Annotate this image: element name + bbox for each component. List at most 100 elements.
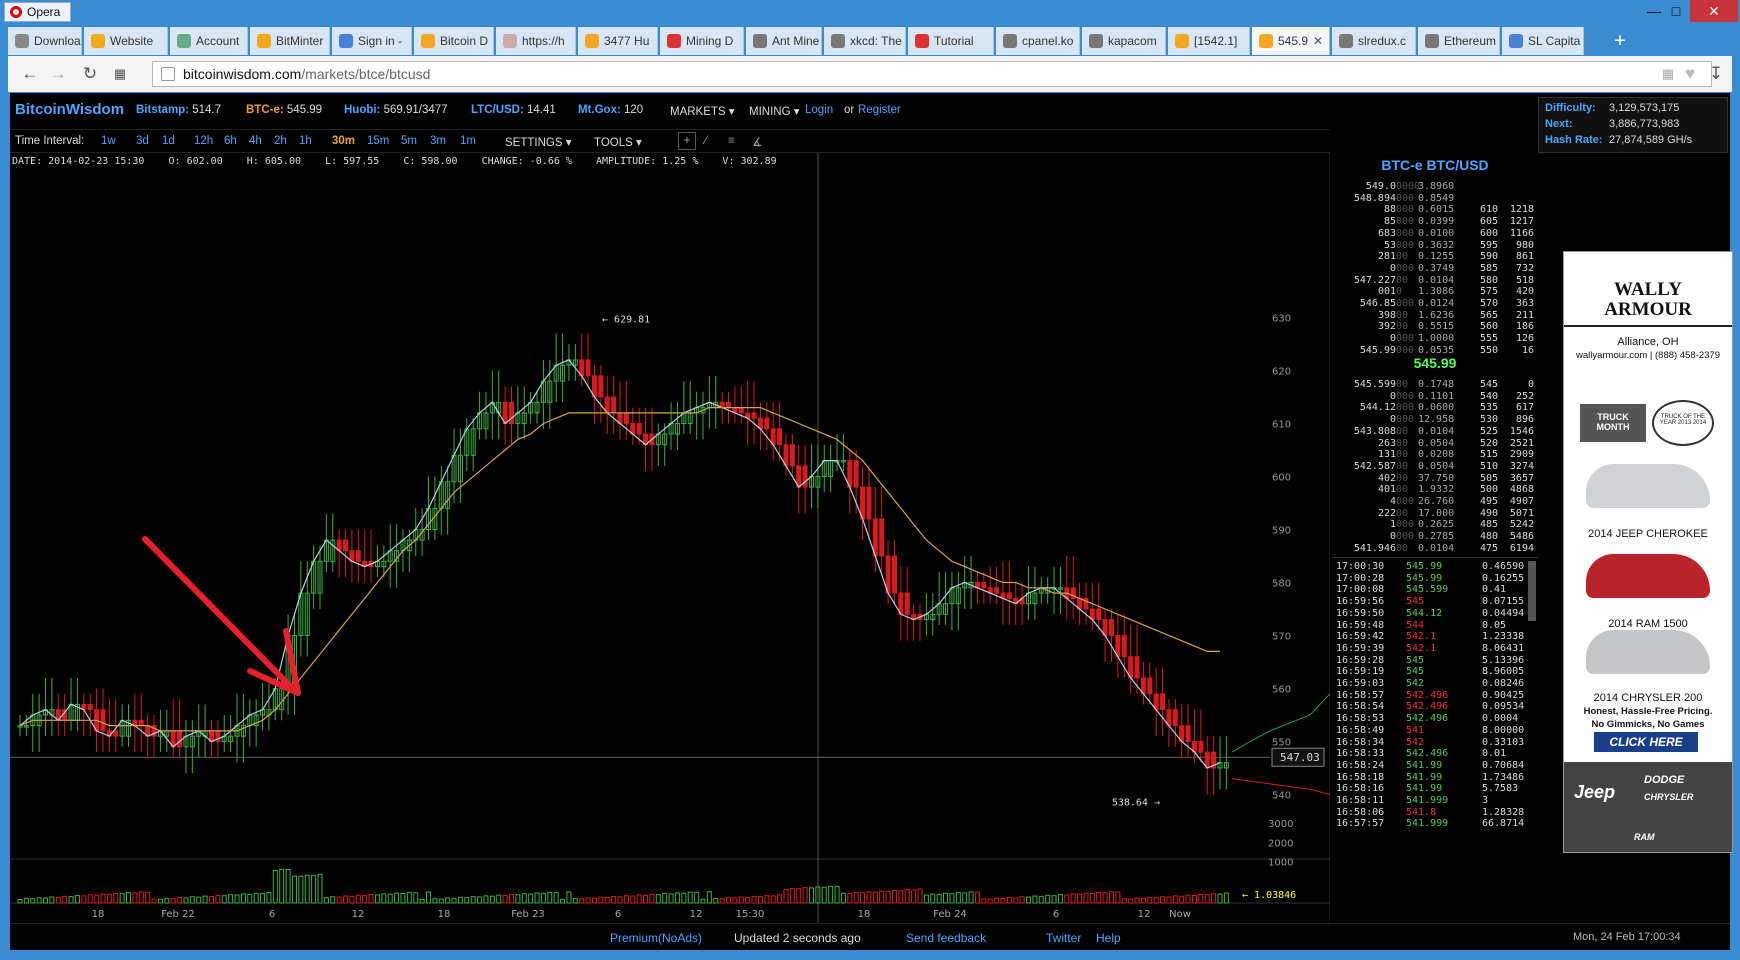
tab-9[interactable]: Ant Mine (746, 27, 822, 55)
hline-tool-icon[interactable]: ≡ (728, 135, 735, 147)
opera-menu-button[interactable]: Opera (4, 2, 72, 22)
close-tab-icon[interactable]: ✕ (1312, 34, 1323, 48)
tab-15[interactable]: 545.9 ✕ (1252, 27, 1330, 55)
interval-30m[interactable]: 30m (332, 135, 356, 147)
tab-16[interactable]: slredux.c (1332, 27, 1416, 55)
order-price: 0 (1389, 333, 1396, 345)
tab-4[interactable]: Sign in - (332, 27, 412, 55)
interval-1h[interactable]: 1h (299, 135, 312, 147)
trades-scrollbar[interactable] (1528, 561, 1536, 621)
tab-11[interactable]: Tutorial (908, 27, 994, 55)
site-logo[interactable]: BitcoinWisdom (15, 101, 125, 118)
url-field[interactable]: bitcoinwisdom.com/markets/btce/btcusd (152, 61, 1712, 87)
volume-bar (457, 896, 463, 904)
settings-label: SETTINGS (505, 137, 563, 149)
tab-label: Tutorial (934, 34, 974, 48)
heart-icon[interactable]: ♥ (1684, 64, 1696, 83)
twitter-link[interactable]: Twitter (1046, 931, 1082, 945)
time-tick: 6 (615, 909, 621, 920)
trade-time: 16:58:33 (1336, 748, 1385, 760)
tab-17[interactable]: Ethereum (1418, 27, 1500, 55)
order-cumulative: 6194 (1509, 542, 1534, 554)
maximize-button[interactable]: □ (1671, 3, 1681, 19)
ticker-4[interactable]: Mt.Gox: 120 (578, 104, 643, 116)
tab-6[interactable]: https://h (496, 27, 576, 55)
volume-bar (240, 893, 246, 904)
last-volume-label: ← 1.03846 (1242, 890, 1296, 901)
feedback-link[interactable]: Send feedback (906, 931, 987, 945)
candle-body (330, 539, 336, 562)
volume-bar (700, 898, 706, 904)
speed-dial-icon[interactable]: ▦ (113, 66, 127, 81)
candle-body (1032, 592, 1038, 605)
interval-3m[interactable]: 3m (430, 135, 446, 147)
help-link[interactable]: Help (1096, 931, 1121, 945)
minimize-button[interactable]: — (1647, 3, 1661, 19)
reload-icon[interactable]: ↻ (82, 64, 98, 83)
tab-0[interactable]: Downloa (8, 27, 82, 55)
order-amount: 0.6015 (1418, 204, 1455, 216)
price-chart[interactable]: 630 620 610 600 590 580 570 560 550 540 3000 2000 10… (10, 153, 1330, 923)
tab-2[interactable]: Account (170, 27, 248, 55)
interval-15m[interactable]: 15m (367, 135, 390, 147)
crosshair-tool-icon[interactable]: + (678, 132, 696, 150)
interval-2h[interactable]: 2h (274, 135, 287, 147)
settings-menu[interactable]: SETTINGS ▾ (505, 137, 572, 149)
ad-cta-label: CLICK HERE (1609, 735, 1683, 749)
interval-1d[interactable]: 1d (162, 135, 175, 147)
tab-1[interactable]: Website (84, 27, 168, 55)
order-price: 542.587 (1353, 460, 1396, 472)
tab-13[interactable]: kapacom (1082, 27, 1166, 55)
tab-14[interactable]: [1542.1] (1168, 27, 1250, 55)
interval-1w[interactable]: 1w (101, 135, 116, 147)
order-price: 281 (1377, 251, 1396, 263)
ticker-value: 545.99 (286, 104, 323, 116)
close-window-button[interactable]: ✕ (1690, 0, 1738, 22)
price-tick: 580 (1272, 579, 1291, 590)
line-tool-icon[interactable]: ⁄ (705, 135, 707, 147)
tools-menu[interactable]: TOOLS ▾ (594, 137, 642, 149)
back-icon[interactable]: ← (21, 64, 39, 83)
trade-price: 542.496 (1406, 713, 1449, 725)
order-level: 570 (1480, 298, 1499, 309)
order-cumulative: 617 (1515, 402, 1534, 414)
interval-6h[interactable]: 6h (224, 135, 237, 147)
register-link[interactable]: Register (858, 104, 901, 116)
fib-tool-icon[interactable]: ∡ (752, 137, 763, 149)
advertisement[interactable]: WALLY ARMOUR Alliance, OH wallyarmour.com … (1563, 251, 1733, 853)
markets-menu[interactable]: MARKETS ▾ (670, 106, 735, 118)
interval-3d[interactable]: 3d (136, 135, 149, 147)
new-tab-button[interactable]: + (1614, 30, 1626, 52)
interval-1m[interactable]: 1m (460, 135, 476, 147)
premium-link[interactable]: Premium(NoAds) (610, 931, 703, 945)
tab-18[interactable]: SL Capita (1502, 27, 1584, 55)
ticker-0[interactable]: Bitstamp: 514.7 (136, 104, 221, 116)
volume-bar (834, 886, 840, 904)
orderbook-row: 392 00 0.5515 560 186 (1332, 321, 1538, 333)
time-tick: 15:30 (736, 909, 765, 920)
tab-8[interactable]: Mining D (660, 27, 744, 55)
interval-12h[interactable]: 12h (194, 135, 214, 147)
order-cumulative: 211 (1515, 309, 1534, 321)
tab-5[interactable]: Bitcoin D (414, 27, 494, 55)
tab-12[interactable]: cpanel.ko (996, 27, 1080, 55)
order-amount: 0.1748 (1418, 379, 1455, 390)
interval-5m[interactable]: 5m (401, 135, 417, 147)
forward-icon[interactable]: → (49, 64, 67, 83)
interval-4h[interactable]: 4h (249, 135, 262, 147)
ticker-1[interactable]: BTC-e: 545.99 (246, 104, 322, 116)
candle-body (1006, 592, 1012, 599)
stash-icon[interactable]: ▦ (1661, 66, 1675, 81)
login-link[interactable]: Login (805, 104, 834, 116)
tab-7[interactable]: 3477 Hu (578, 27, 658, 55)
trade-time: 16:58:24 (1336, 759, 1385, 771)
volume-bar (604, 896, 610, 904)
mining-menu[interactable]: MINING ▾ (749, 106, 800, 118)
ticker-3[interactable]: LTC/USD: 14.41 (471, 104, 556, 116)
tab-3[interactable]: BitMinter (250, 27, 330, 55)
tab-10[interactable]: xkcd: The (824, 27, 906, 55)
ticker-2[interactable]: Huobi: 569.91/3477 (344, 104, 448, 116)
download-icon[interactable]: ↧ (1708, 64, 1724, 83)
ad-cta-button[interactable]: CLICK HERE (1594, 732, 1698, 752)
volume-bar (923, 894, 929, 904)
